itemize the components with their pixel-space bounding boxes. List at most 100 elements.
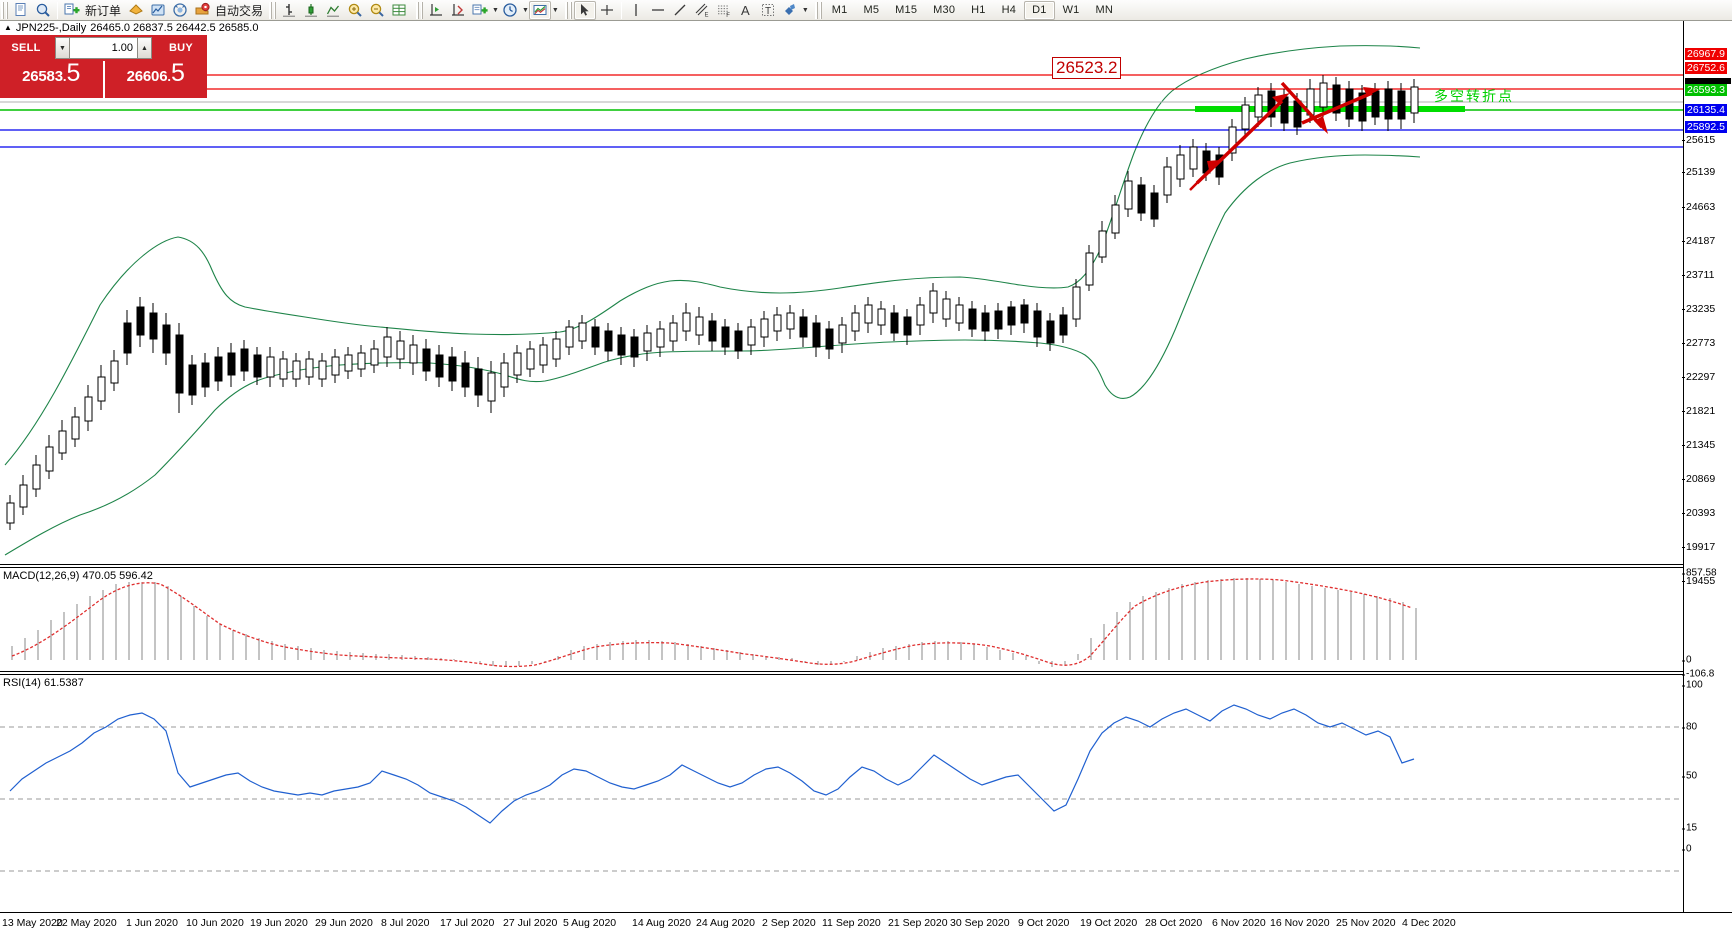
date-tick: 24 Aug 2020	[696, 917, 755, 929]
line-chart-icon[interactable]	[322, 1, 344, 20]
crosshair-tool-icon[interactable]	[596, 1, 618, 20]
price-annotation-box[interactable]: 26523.2	[1052, 57, 1122, 79]
auto-scroll-icon[interactable]	[447, 1, 469, 20]
periods-toolbar-grip[interactable]	[814, 1, 822, 19]
periods-clock-icon[interactable]	[499, 1, 521, 20]
trendline-tool-icon[interactable]	[669, 1, 691, 20]
oct-header-row[interactable]: SELL ▼ 1.00 ▲ BUY	[0, 35, 207, 61]
price-tag-level-upper[interactable]: 26135.4	[1685, 104, 1727, 116]
new-order-icon[interactable]	[61, 1, 83, 20]
trend-arrow-group	[1195, 81, 1381, 185]
bollinger-upper-band	[4, 45, 1421, 466]
date-axis[interactable]: 13 May 2020 22 May 2020 1 Jun 2020 10 Ju…	[0, 912, 1732, 936]
profiles-icon[interactable]	[32, 1, 54, 20]
date-tick: 10 Jun 2020	[186, 917, 244, 929]
macd-panel[interactable]	[0, 568, 1683, 671]
svg-text:T: T	[765, 6, 771, 17]
chart-title-bar: ▲ JPN225-,Daily 26465.0 26837.5 26442.5 …	[0, 21, 1732, 35]
indicators-icon[interactable]	[469, 1, 491, 20]
period-button-d1[interactable]: D1	[1024, 0, 1055, 20]
volume-increment-button[interactable]: ▲	[137, 37, 152, 59]
volume-control[interactable]: ▼ 1.00 ▲	[52, 35, 155, 61]
period-button-mn[interactable]: MN	[1095, 4, 1113, 16]
volume-decrement-button[interactable]: ▼	[55, 37, 70, 59]
text-tool-icon[interactable]: A	[735, 1, 757, 20]
buy-price-integer: 26606	[126, 68, 168, 85]
data-grid-icon[interactable]	[388, 1, 410, 20]
equidistant-channel-tool-icon[interactable]: E	[691, 1, 713, 20]
shapes-tool-icon[interactable]	[779, 1, 801, 20]
sell-button[interactable]: SELL	[0, 35, 52, 61]
sell-price-fraction: 5	[66, 59, 81, 87]
price-chart-panel[interactable]	[0, 35, 1683, 564]
buy-button[interactable]: BUY	[155, 35, 207, 61]
price-tick: 19917	[1681, 541, 1716, 553]
fibonacci-tool-icon[interactable]: F	[713, 1, 735, 20]
period-button-m30[interactable]: M30	[933, 4, 956, 16]
templates-icon[interactable]	[528, 0, 551, 20]
data-window-icon[interactable]	[169, 1, 191, 20]
date-tick: 25 Nov 2020	[1336, 917, 1396, 929]
price-scale-axis[interactable]: 25615 25139 24663 24187 23711 23235 2277…	[1681, 21, 1732, 912]
chevron-down-icon[interactable]: ▼	[492, 6, 499, 14]
new-order-label[interactable]: 新订单	[85, 3, 122, 18]
zoom-in-icon[interactable]	[344, 1, 366, 20]
date-tick: 2 Sep 2020	[762, 917, 816, 929]
chevron-down-icon[interactable]: ▼	[521, 6, 529, 14]
chart-toolbar-grip[interactable]	[269, 1, 277, 19]
rsi-panel[interactable]	[0, 675, 1683, 912]
market-watch-icon[interactable]	[147, 1, 169, 20]
zoom-out-icon[interactable]	[366, 1, 388, 20]
autotrading-label[interactable]: 自动交易	[215, 3, 264, 18]
metaeditor-icon[interactable]	[125, 1, 147, 20]
price-tag-current-bid[interactable]: 26593.3	[1685, 84, 1727, 96]
date-tick: 4 Dec 2020	[1402, 917, 1456, 929]
price-tick: 24663	[1681, 201, 1716, 213]
bar-chart-icon[interactable]	[278, 1, 300, 20]
chevron-down-icon[interactable]: ▼	[801, 6, 809, 14]
chevron-down-icon[interactable]: ▼	[551, 6, 559, 14]
oct-price-row[interactable]: 26583 . 5 26606 . 5	[0, 61, 207, 98]
cursor-tool-icon[interactable]	[573, 0, 596, 20]
date-tick: 21 Sep 2020	[888, 917, 948, 929]
macd-histogram	[11, 578, 1417, 667]
period-button-m15[interactable]: M15	[895, 4, 918, 16]
period-button-m1[interactable]: M1	[831, 4, 848, 16]
date-tick: 17 Jul 2020	[440, 917, 495, 929]
period-button-h4[interactable]: H4	[1001, 4, 1017, 16]
line-studies-grip[interactable]	[564, 1, 572, 19]
chart-shift-icon[interactable]	[425, 1, 447, 20]
date-tick: 29 Jun 2020	[315, 917, 373, 929]
one-click-trading-panel[interactable]: SELL ▼ 1.00 ▲ BUY 26583 . 5 26606 . 5	[0, 35, 207, 98]
toolbar-grip[interactable]	[1, 1, 8, 19]
sell-price-display[interactable]: 26583 . 5	[0, 61, 103, 98]
date-tick: 30 Sep 2020	[950, 917, 1010, 929]
indicator-toolbar-grip[interactable]	[416, 1, 424, 19]
period-button-m5[interactable]: M5	[863, 4, 880, 16]
price-chart-svg	[0, 45, 1683, 556]
date-tick: 19 Jun 2020	[250, 917, 308, 929]
price-panel-divider-2	[0, 567, 1732, 568]
price-tag-resistance-lower[interactable]: 26752.6	[1685, 62, 1727, 74]
volume-input[interactable]: 1.00	[70, 37, 137, 59]
price-tag-level-lower[interactable]: 25892.5	[1685, 121, 1727, 133]
buy-price-display[interactable]: 26606 . 5	[104, 61, 207, 98]
horizontal-line-tool-icon[interactable]	[647, 1, 669, 20]
vertical-line-tool-icon[interactable]	[625, 1, 647, 20]
candlestick-chart-icon[interactable]	[300, 1, 322, 20]
label-tool-icon[interactable]: T	[757, 1, 779, 20]
period-button-w1[interactable]: W1	[1062, 4, 1080, 16]
macd-tick-zero: 0	[1682, 654, 1692, 666]
svg-text:F: F	[726, 13, 730, 18]
right-trend-arrow-line	[1301, 91, 1373, 125]
autotrading-icon[interactable]	[191, 1, 213, 20]
macd-signal-line	[11, 578, 1413, 668]
price-tick: 21345	[1681, 439, 1716, 451]
svg-text:A: A	[741, 3, 750, 18]
macd-panel-divider-2	[0, 674, 1732, 675]
main-toolbar[interactable]: 新订单 自动交易	[0, 0, 1732, 21]
period-button-h1[interactable]: H1	[971, 4, 986, 16]
new-chart-icon[interactable]	[10, 1, 32, 20]
price-tag-resistance-upper[interactable]: 26967.9	[1685, 48, 1727, 60]
chinese-annotation-text[interactable]: 多空转折点	[1434, 88, 1514, 104]
